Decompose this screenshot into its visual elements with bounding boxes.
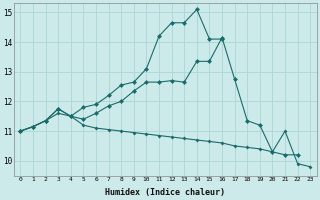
X-axis label: Humidex (Indice chaleur): Humidex (Indice chaleur) (105, 188, 225, 197)
